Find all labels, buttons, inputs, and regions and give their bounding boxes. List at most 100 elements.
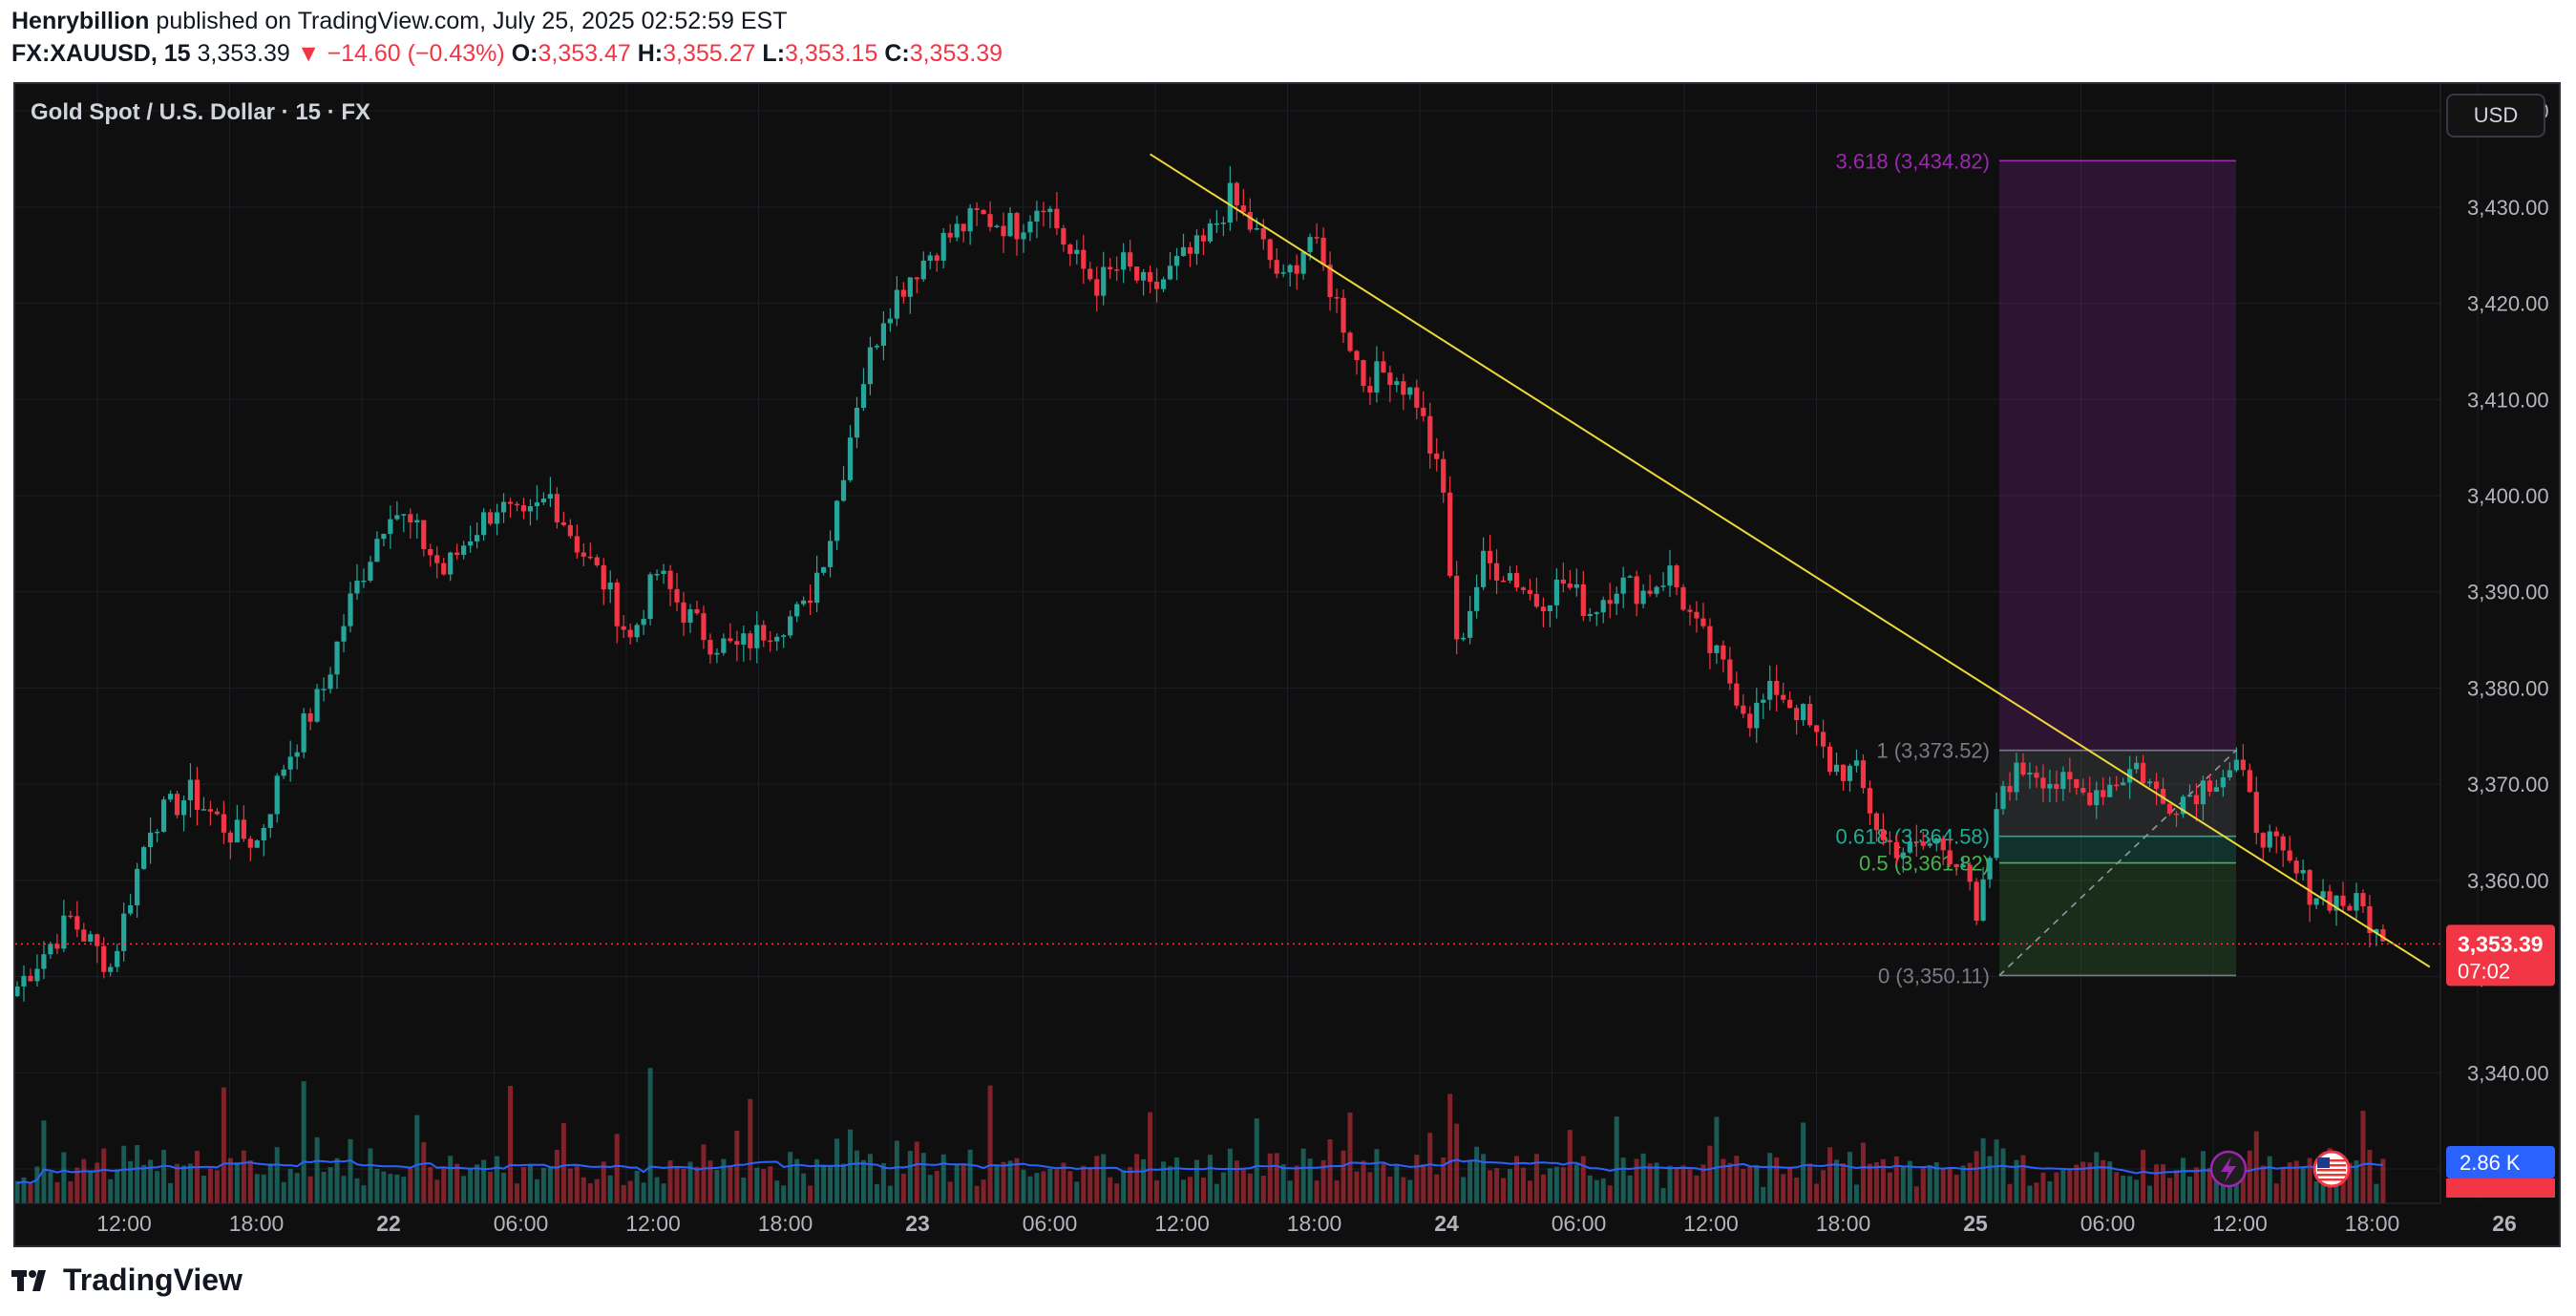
quote-line: FX:XAUUSD, 15 3,353.39 ▼ −14.60 (−0.43%)… xyxy=(11,40,1003,68)
candle-body xyxy=(2347,905,2353,911)
volume-bar xyxy=(468,1169,474,1203)
candle-body xyxy=(261,827,266,841)
volume-bar xyxy=(2293,1160,2299,1203)
candle-body xyxy=(2180,796,2186,815)
candle-body xyxy=(781,635,787,637)
volume-bar xyxy=(81,1158,87,1203)
volume-bar xyxy=(227,1157,233,1203)
candle-body xyxy=(1414,387,1420,408)
volume-bar xyxy=(1761,1186,1766,1203)
author-name[interactable]: Henrybillion xyxy=(11,8,150,34)
candle-body xyxy=(788,616,793,636)
candle-body xyxy=(81,929,87,942)
published-text: published on TradingView.com, July 25, 2… xyxy=(156,8,788,34)
candle-body xyxy=(121,913,127,951)
volume-bar xyxy=(2307,1157,2312,1203)
currency-button[interactable]: USD xyxy=(2446,94,2545,138)
candle-body xyxy=(1553,579,1559,605)
price-chart[interactable]: 3.618 (3,434.82) 1 (3,373.52) 0.618 (3,364… xyxy=(15,84,2559,1245)
candle-body xyxy=(1474,586,1480,611)
candle-body xyxy=(1461,637,1467,640)
candle-body xyxy=(874,346,880,348)
candle-body xyxy=(1727,659,1733,684)
tradingview-logo[interactable]: TradingView xyxy=(11,1263,243,1298)
volume-bar xyxy=(441,1167,447,1203)
volume-bar xyxy=(2047,1180,2053,1203)
candle-body xyxy=(207,809,214,812)
volume-bar xyxy=(428,1166,433,1203)
candle-body xyxy=(574,536,580,553)
price-tick-label: 3,360.00 xyxy=(2467,869,2549,893)
candle-body xyxy=(448,552,454,575)
candle-body xyxy=(1441,458,1446,493)
candle-body xyxy=(2253,792,2259,834)
candle-body xyxy=(2173,813,2180,816)
volume-bar xyxy=(515,1183,519,1203)
volume-bar xyxy=(2240,1161,2246,1203)
volume-bar xyxy=(694,1166,700,1203)
time-tick-label: 18:00 xyxy=(2345,1211,2400,1236)
candle-body xyxy=(1227,182,1233,223)
volume-bar xyxy=(627,1180,633,1203)
us-flag-icon[interactable] xyxy=(2312,1150,2351,1188)
volume-bar xyxy=(1960,1165,1966,1203)
volume-bar xyxy=(981,1179,986,1203)
volume-bar xyxy=(327,1167,333,1203)
candle-body xyxy=(934,255,940,261)
candle-body xyxy=(1814,725,1820,732)
candle-body xyxy=(1660,585,1666,587)
candle-body xyxy=(1021,232,1026,240)
candle-body xyxy=(1807,704,1813,726)
candle-body xyxy=(2360,893,2366,906)
candle-body xyxy=(1840,764,1847,781)
volume-badge xyxy=(2446,1146,2555,1178)
candle-body xyxy=(1347,332,1353,351)
volume-bar xyxy=(1567,1130,1573,1203)
candle-body xyxy=(1047,208,1053,212)
candle-body xyxy=(68,915,74,918)
chart-area[interactable]: 3.618 (3,434.82) 1 (3,373.52) 0.618 (3,364… xyxy=(13,82,2561,1247)
candle-body xyxy=(1214,223,1219,225)
volume-bar xyxy=(1594,1179,1599,1203)
fib-extension-zone xyxy=(1999,160,2236,751)
volume-bar xyxy=(1307,1158,1313,1203)
lightning-icon[interactable] xyxy=(2209,1150,2248,1188)
time-tick-label: 06:00 xyxy=(1552,1211,1607,1236)
volume-bar xyxy=(607,1175,613,1203)
volume-bar xyxy=(421,1141,427,1203)
candle-body xyxy=(1880,830,1886,840)
volume-bar xyxy=(1867,1163,1872,1203)
volume-bar xyxy=(1667,1165,1673,1203)
candle-body xyxy=(1287,265,1293,273)
candle-body xyxy=(2027,773,2033,775)
candle-body xyxy=(234,819,240,843)
candle-body xyxy=(1600,600,1606,613)
candle-body xyxy=(1833,764,1840,773)
volume-bar xyxy=(281,1181,286,1203)
volume-bar xyxy=(175,1163,180,1203)
price-tick-label: 3,390.00 xyxy=(2467,581,2549,605)
volume-bar xyxy=(934,1170,940,1203)
candle-body xyxy=(1560,579,1566,584)
candle-body xyxy=(1260,227,1266,240)
candle-body xyxy=(187,779,194,801)
volume-bar xyxy=(848,1129,853,1203)
volume-bar xyxy=(1940,1169,1946,1203)
volume-bar xyxy=(1154,1179,1160,1203)
volume-bar xyxy=(1061,1162,1066,1203)
candle-body xyxy=(834,500,840,541)
volume-bar xyxy=(2340,1164,2346,1203)
volume-bar xyxy=(2141,1149,2146,1203)
candle-body xyxy=(1207,223,1214,242)
candle-body xyxy=(1640,590,1646,605)
volume-bar xyxy=(207,1168,213,1203)
volume-bar xyxy=(774,1180,780,1203)
candle-body xyxy=(847,437,854,480)
volume-bar xyxy=(940,1154,946,1203)
candle-body xyxy=(167,794,174,800)
volume-bar xyxy=(2040,1172,2046,1203)
volume-bar xyxy=(1614,1116,1619,1203)
volume-bar xyxy=(1320,1159,1326,1203)
price-tick-label: 3,420.00 xyxy=(2467,292,2549,316)
candle-body xyxy=(2380,929,2386,942)
